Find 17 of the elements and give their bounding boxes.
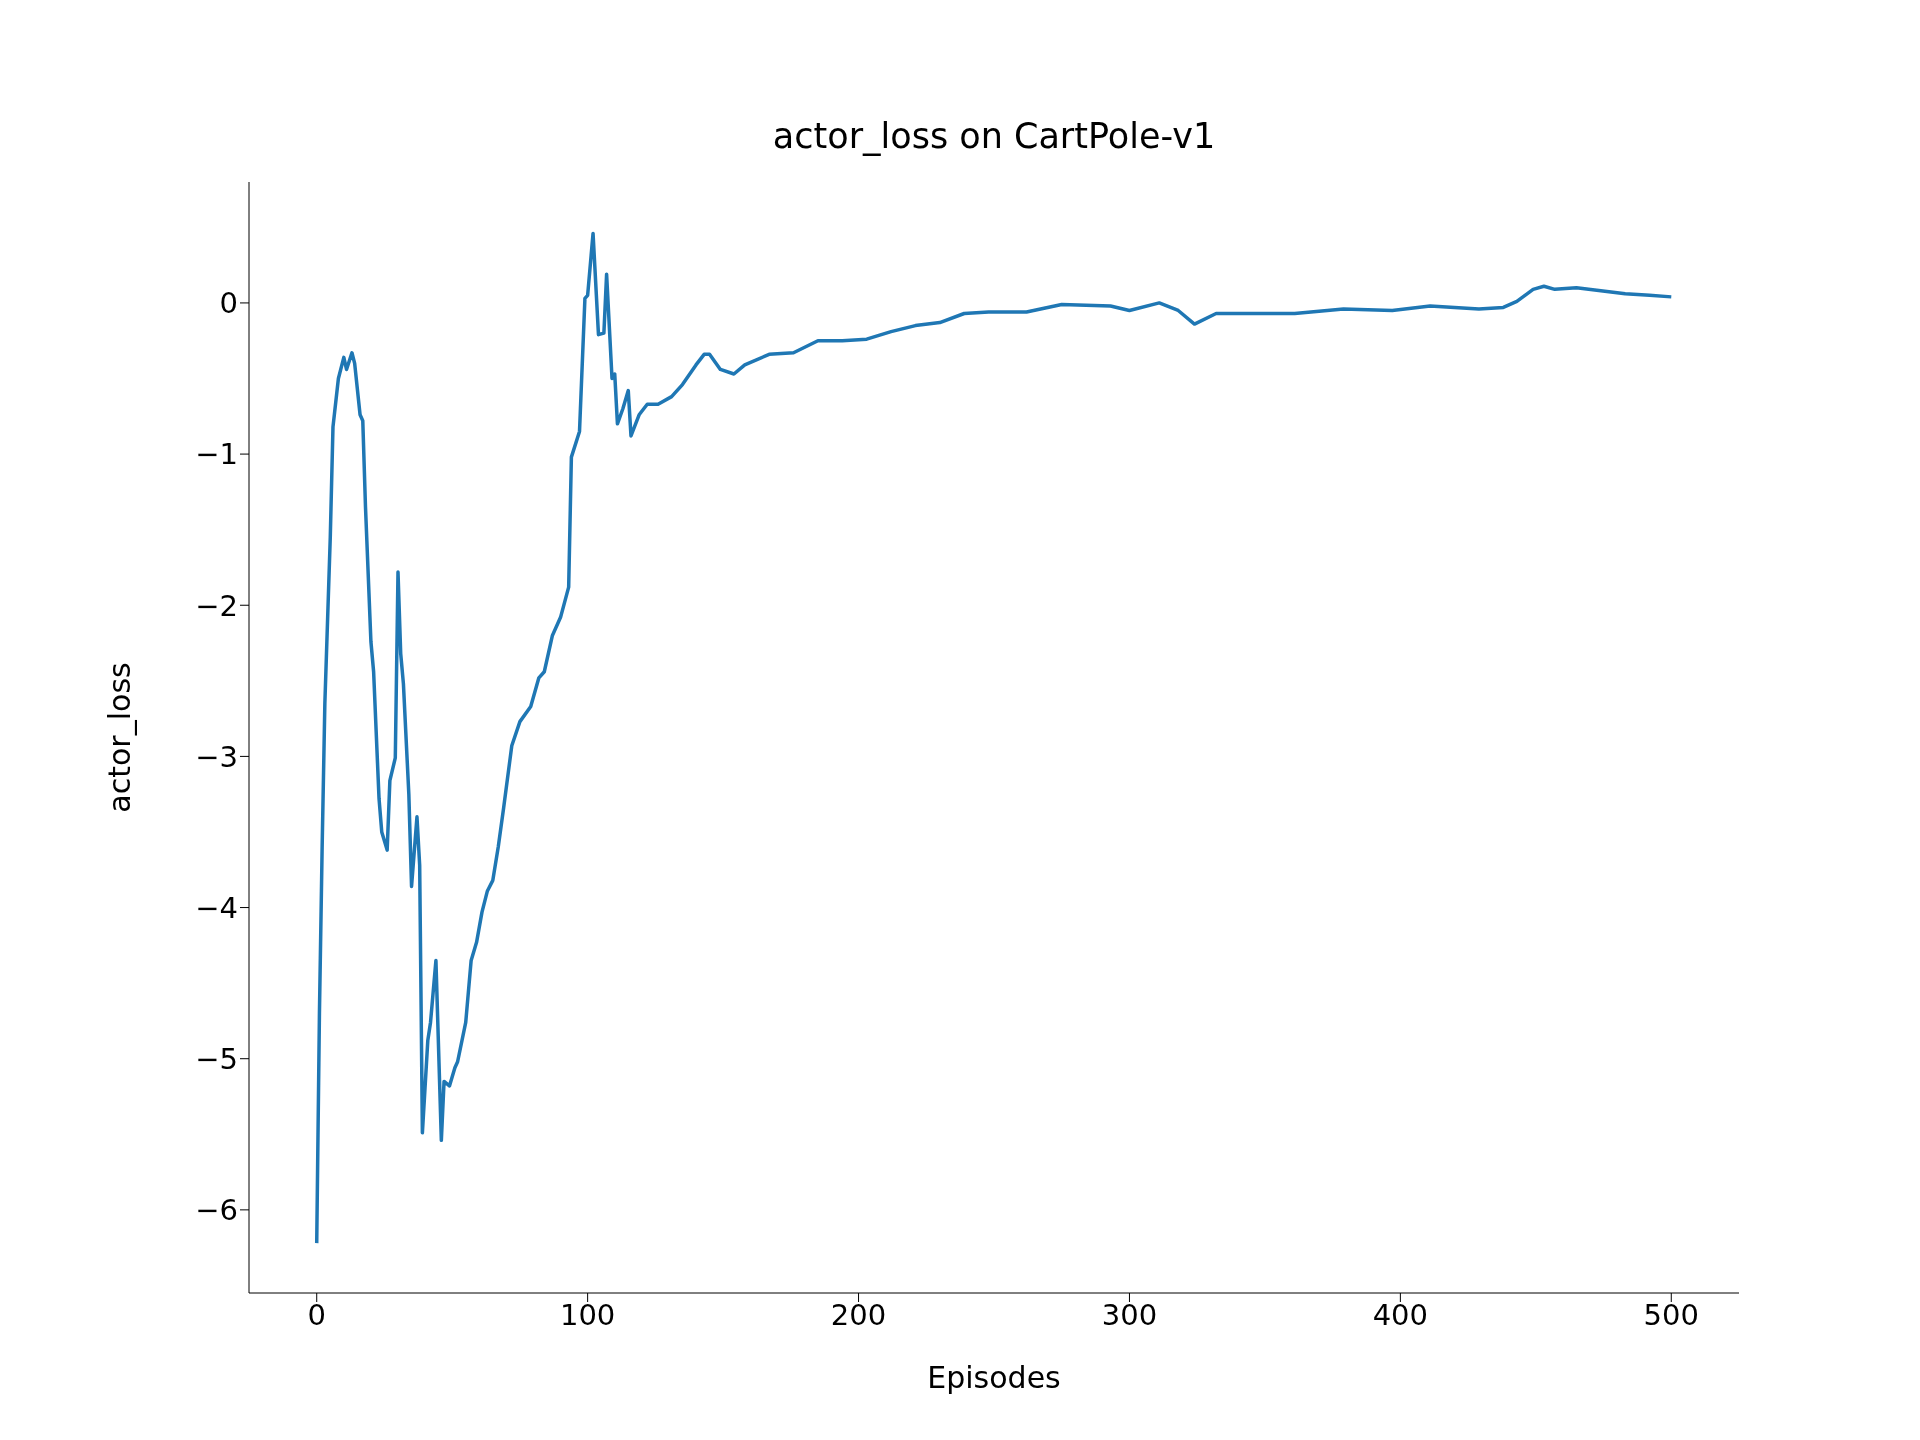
y-tick-label: −1 (195, 437, 238, 472)
y-tick-label: 0 (219, 286, 238, 321)
y-tick-label: −2 (195, 588, 238, 623)
x-tick-label: 400 (1372, 1297, 1429, 1332)
x-axis-title: Episodes (927, 1360, 1061, 1395)
line-series (314, 231, 1674, 1245)
y-axis-title: actor_loss (101, 662, 137, 813)
x-tick-label: 300 (1101, 1297, 1158, 1332)
x-tick-label: 200 (830, 1297, 887, 1332)
y-tick-label: −4 (195, 890, 238, 925)
y-tick-label: −3 (195, 739, 238, 774)
y-tick-label: −6 (195, 1193, 238, 1228)
x-tick-label: 500 (1643, 1297, 1699, 1332)
y-tick-label: −5 (195, 1042, 238, 1076)
x-tick-label: 100 (559, 1297, 616, 1332)
chart-title: actor_loss on CartPole-v1 (771, 116, 1217, 156)
x-tick-label: 0 (307, 1297, 326, 1332)
